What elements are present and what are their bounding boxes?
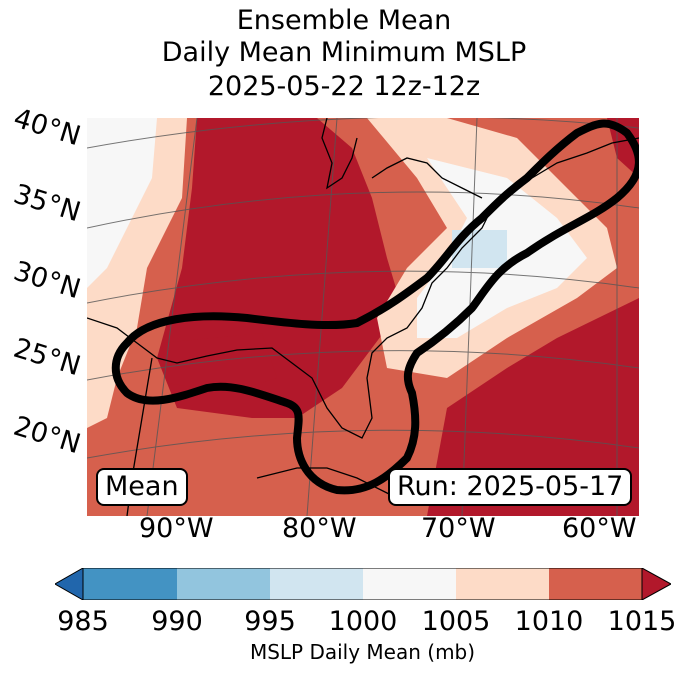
colorbar-extend-low: [55, 568, 84, 600]
colorbar-label: MSLP Daily Mean (mb): [249, 640, 476, 664]
lat-label-35: 35°N: [9, 178, 85, 229]
colorbar-bin-990-995: [177, 568, 270, 600]
colorbar-bin-1010-1015: [549, 568, 642, 600]
colorbar-tick-995: 995: [244, 606, 296, 637]
colorbar-tick-985: 985: [57, 606, 109, 637]
run-box: Run: 2025-05-17: [388, 468, 633, 506]
lon-label-60w: 60°W: [562, 513, 637, 544]
field-band-high-southeast: [427, 298, 639, 516]
title-line-3: 2025-05-22 12z-12z: [207, 71, 481, 102]
colorbar-tick-1005: 1005: [421, 606, 491, 637]
colorbar-tick-990: 990: [151, 606, 203, 637]
lat-label-30: 30°N: [9, 255, 85, 306]
colorbar-tick-1015: 1015: [607, 606, 677, 637]
colorbar-tick-1000: 1000: [328, 606, 398, 637]
title-line-1: Ensemble Mean: [236, 5, 452, 36]
lat-label-20: 20°N: [9, 410, 85, 461]
mslp-map: [87, 118, 639, 516]
ensemble-outline: [111, 119, 639, 495]
colorbar-bin-985-990: [83, 568, 177, 600]
field-band-low-center: [452, 230, 507, 268]
colorbar-frame: [82, 568, 643, 600]
title-line-2: Daily Mean Minimum MSLP: [161, 37, 527, 68]
lon-label-70w: 70°W: [421, 513, 496, 544]
colorbar-bin-995-1000: [270, 568, 363, 600]
colorbar-extend-high: [641, 568, 671, 600]
lat-label-40: 40°N: [9, 102, 85, 153]
field-band-high-gulf: [162, 333, 277, 393]
colorbar-tick-1010: 1010: [514, 606, 584, 637]
lon-label-90w: 90°W: [139, 513, 214, 544]
mean-box: Mean: [96, 468, 188, 506]
lat-label-25: 25°N: [9, 332, 85, 383]
colorbar-bin-1005-1010: [456, 568, 549, 600]
colorbar: [55, 568, 671, 600]
lon-label-80w: 80°W: [282, 513, 357, 544]
field-band-white-west: [87, 118, 157, 288]
colorbar-bin-1000-1005: [363, 568, 456, 600]
